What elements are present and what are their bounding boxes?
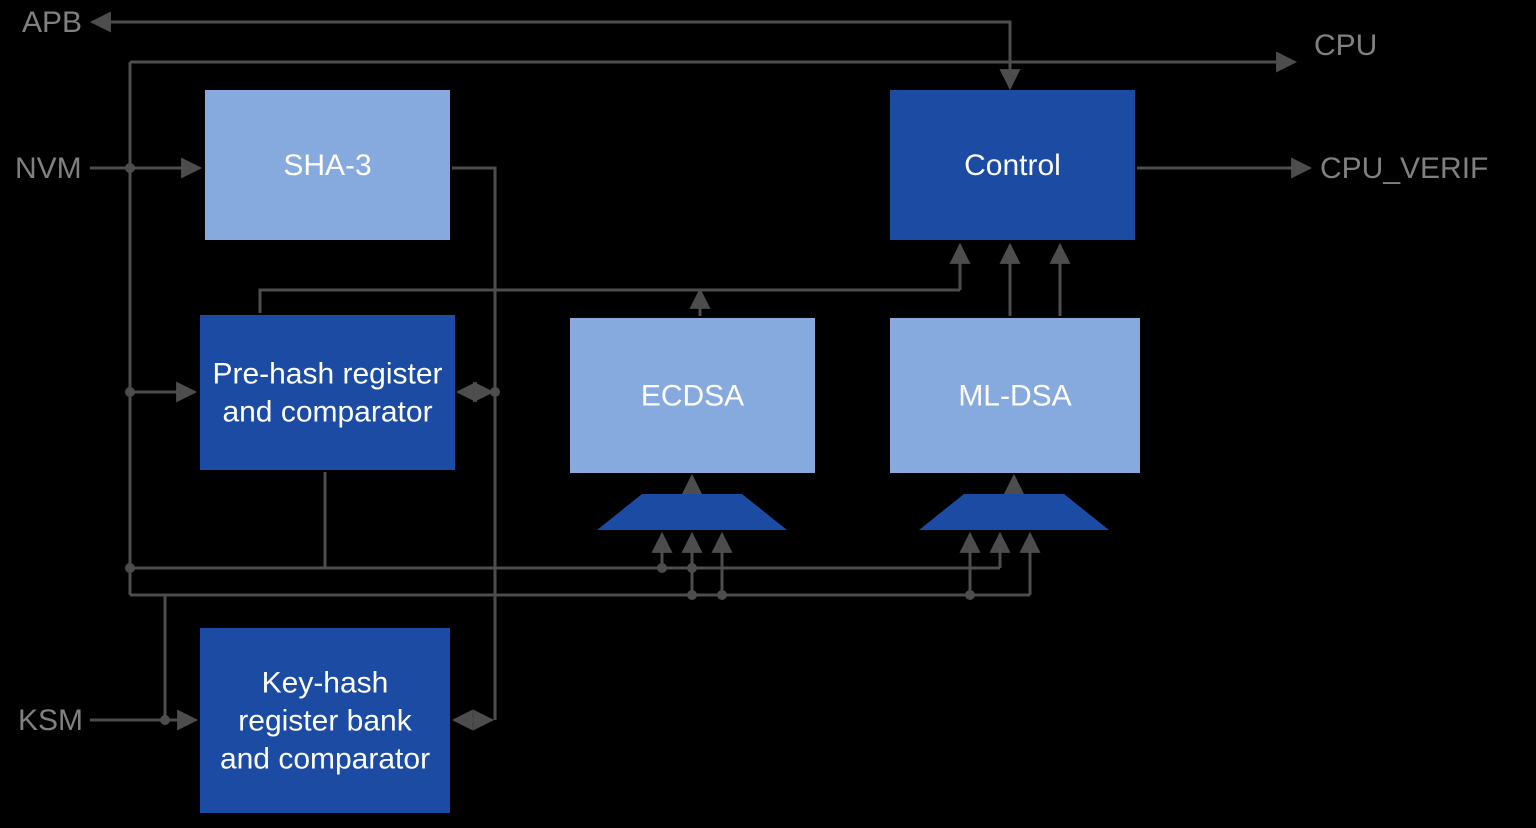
ecdsa-label: ECDSA (641, 380, 744, 413)
control-label: Control (964, 149, 1061, 182)
io-label-cpu: CPU (1314, 29, 1377, 62)
io-label-cpu_verif: CPU_VERIF (1320, 152, 1488, 185)
io-label-apb: APB (22, 6, 82, 39)
prehash-label: Pre-hash register (212, 358, 442, 391)
edge-apb-to-control (92, 22, 1010, 88)
sha3-label: SHA-3 (283, 149, 371, 182)
block-diagram: SHA-3 Pre-hash register and comparator Key-… (0, 0, 1536, 828)
blocks: SHA-3 Pre-hash register and comparator Key-… (200, 90, 1140, 813)
keyhash-label: register bank (238, 705, 412, 738)
keyhash-label: Key-hash (262, 667, 389, 700)
io-label-nvm: NVM (15, 152, 82, 185)
mldsa_mux (919, 494, 1109, 530)
keyhash-label: and comparator (220, 743, 430, 776)
prehash-label: and comparator (222, 396, 432, 429)
edge-sha3-down-trunk (452, 168, 495, 720)
edge-prehash-to-ctrl-h (260, 290, 960, 313)
io-label-ksm: KSM (18, 704, 83, 737)
mldsa-label: ML-DSA (958, 380, 1071, 413)
prehash-block (200, 315, 455, 470)
ecdsa_mux (597, 494, 787, 530)
muxes (597, 494, 1109, 530)
